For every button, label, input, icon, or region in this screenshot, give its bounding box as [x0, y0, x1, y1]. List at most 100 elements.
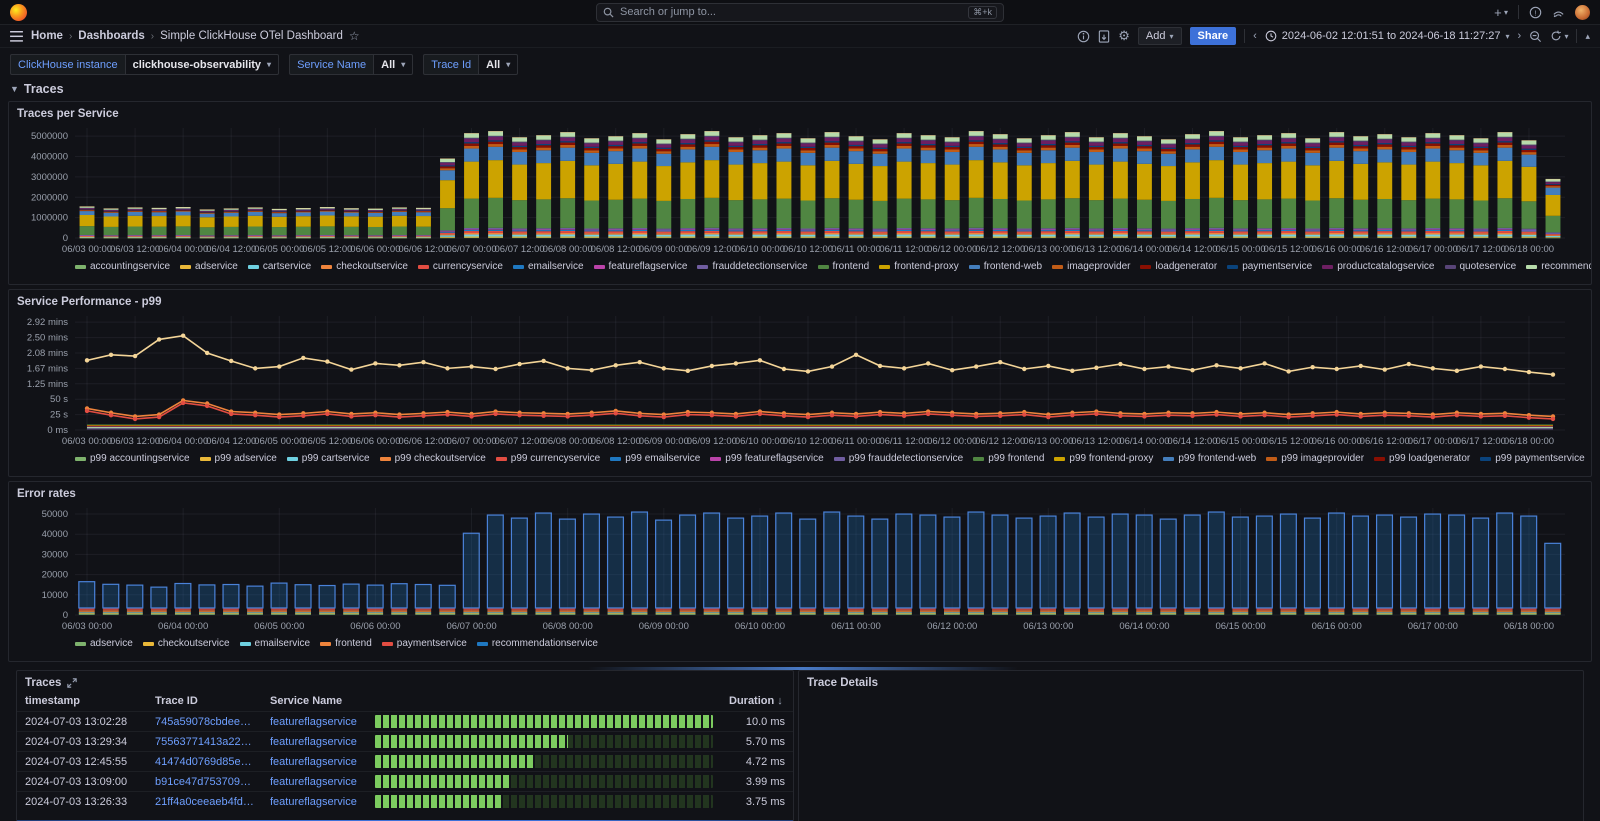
legend-item[interactable]: p99 imageprovider — [1266, 453, 1364, 464]
legend-item[interactable]: p99 frauddetectionservice — [833, 453, 963, 464]
refresh-button[interactable]: ▾ — [1550, 30, 1568, 42]
svg-text:30000: 30000 — [42, 549, 68, 560]
legend-item[interactable]: featureflagservice — [593, 261, 687, 272]
legend-item[interactable]: paymentservice — [381, 638, 467, 649]
table-row[interactable]: 2024-07-03 12:45:5541474d0769d85ee2828..… — [17, 751, 793, 772]
legend-item[interactable]: p99 featureflagservice — [710, 453, 824, 464]
row-traces-header[interactable]: ▼ Traces — [0, 79, 1600, 101]
legend-item[interactable]: p99 cartservice — [286, 453, 370, 464]
table-row[interactable]: 2024-07-03 13:02:28745a59078cbdeec39b7..… — [17, 711, 793, 732]
legend-item[interactable]: adservice — [75, 638, 133, 649]
legend-item[interactable]: p99 emailservice — [610, 453, 700, 464]
cell-trace-id[interactable]: 75563771413a22a54618... — [147, 731, 262, 752]
cell-service-name[interactable]: featureflagservice — [262, 751, 367, 772]
cell-service-name[interactable]: featureflagservice — [262, 711, 367, 732]
legend-item[interactable]: p99 checkoutservice — [379, 453, 486, 464]
time-range-picker[interactable]: 2024-06-02 12:01:51 to 2024-06-18 11:27:… — [1265, 30, 1510, 42]
svg-text:06/05 12:00: 06/05 12:00 — [302, 436, 352, 447]
cell-service-name[interactable]: featureflagservice — [262, 771, 367, 792]
favorite-star-icon[interactable]: ☆ — [348, 29, 360, 43]
svg-text:06/03 00:00: 06/03 00:00 — [62, 244, 112, 255]
legend-item[interactable]: currencyservice — [417, 261, 503, 272]
time-forward-button[interactable]: › — [1517, 30, 1522, 42]
table-row[interactable]: 2024-07-03 13:29:3475563771413a22a54618.… — [17, 731, 793, 752]
legend-item[interactable]: cartservice — [247, 261, 311, 272]
save-dashboard-icon[interactable] — [1098, 29, 1110, 43]
variable-value-dropdown[interactable]: All ▾ — [478, 54, 519, 75]
legend-item[interactable]: p99 adservice — [199, 453, 277, 464]
cell-duration-gauge — [367, 771, 721, 792]
grafana-logo[interactable] — [10, 3, 27, 21]
dashboard-variables: ClickHouse instance clickhouse-observabi… — [0, 48, 1600, 79]
svg-text:1.25 mins: 1.25 mins — [27, 379, 68, 390]
table-row[interactable]: 2024-07-03 13:26:3321ff4a0ceeaeb4fd90af0… — [17, 791, 793, 811]
legend-item[interactable]: p99 paymentservice — [1480, 453, 1585, 464]
time-back-button[interactable]: ‹ — [1253, 30, 1257, 42]
legend-item[interactable]: recommendationservice — [1526, 261, 1591, 272]
legend-item[interactable]: recommendationservice — [476, 638, 598, 649]
search-input[interactable]: Search or jump to... ⌘+k — [596, 2, 1004, 22]
cell-trace-id[interactable]: 745a59078cbdeec39b7... — [147, 711, 262, 732]
news-icon[interactable] — [1552, 6, 1565, 19]
insights-icon[interactable] — [1077, 30, 1090, 43]
panel-title[interactable]: Service Performance - p99 — [17, 296, 162, 308]
legend-item[interactable]: paymentservice — [1227, 261, 1312, 272]
cell-trace-id[interactable]: 21ff4a0ceeaeb4fd90af0... — [147, 791, 262, 811]
variable-value-dropdown[interactable]: clickhouse-observability ▾ — [124, 54, 280, 75]
cell-service-name[interactable]: featureflagservice — [262, 731, 367, 752]
table-row[interactable]: 2024-07-03 13:09:00b91ce47d753709695f1d.… — [17, 771, 793, 792]
cell-service-name[interactable]: featureflagservice — [262, 791, 367, 811]
panel-title[interactable]: Trace Details — [807, 677, 878, 689]
legend-item[interactable]: frauddetectionservice — [697, 261, 808, 272]
legend-item[interactable]: quoteservice — [1444, 261, 1516, 272]
user-avatar[interactable] — [1575, 4, 1590, 20]
cell-trace-id[interactable]: b91ce47d753709695f1d... — [147, 771, 262, 792]
legend-item[interactable]: checkoutservice — [321, 261, 408, 272]
divider — [1518, 5, 1519, 19]
expand-icon[interactable] — [67, 678, 78, 688]
zoom-out-icon[interactable] — [1529, 30, 1542, 43]
svg-text:06/07 12:00: 06/07 12:00 — [495, 436, 545, 447]
legend-item[interactable]: checkoutservice — [142, 638, 230, 649]
svg-text:06/12 12:00: 06/12 12:00 — [975, 436, 1025, 447]
cell-trace-id[interactable]: 41474d0769d85ee2828... — [147, 751, 262, 772]
legend-item[interactable]: frontend-proxy — [879, 261, 959, 272]
legend-item[interactable]: p99 frontend-web — [1163, 453, 1256, 464]
legend-item[interactable]: emailservice — [512, 261, 584, 272]
variable-value-dropdown[interactable]: All ▾ — [373, 54, 414, 75]
panel-title[interactable]: Traces — [25, 677, 62, 689]
add-menu-button[interactable]: + ▾ — [1494, 4, 1508, 20]
legend-item[interactable]: p99 loadgenerator — [1374, 453, 1470, 464]
legend-label: p99 imageprovider — [1281, 453, 1365, 464]
breadcrumb-dashboards[interactable]: Dashboards — [78, 30, 145, 42]
legend-item[interactable]: frontend — [320, 638, 372, 649]
col-header-service-name[interactable]: Service Name — [270, 695, 343, 707]
settings-gear-icon[interactable]: ⚙ — [1118, 28, 1130, 43]
breadcrumb-home[interactable]: Home — [31, 30, 63, 42]
legend-item[interactable]: imageprovider — [1052, 261, 1130, 272]
menu-icon[interactable] — [10, 30, 23, 42]
legend-item[interactable]: productcatalogservice — [1322, 261, 1435, 272]
svg-text:06/10 00:00: 06/10 00:00 — [735, 621, 785, 632]
add-button[interactable]: Add ▾ — [1137, 27, 1182, 45]
search-icon — [603, 7, 614, 18]
col-header-duration[interactable]: Duration ↓ — [729, 695, 783, 707]
legend-item[interactable]: p99 frontend-proxy — [1054, 453, 1153, 464]
legend-item[interactable]: adservice — [180, 261, 238, 272]
col-header-trace-id[interactable]: Trace ID — [155, 695, 198, 707]
legend-item[interactable]: p99 frontend — [973, 453, 1044, 464]
legend-item[interactable]: frontend-web — [968, 261, 1042, 272]
legend-item[interactable]: accountingservice — [75, 261, 170, 272]
panel-title[interactable]: Traces per Service — [17, 108, 119, 120]
collapse-toolbar-icon[interactable]: ▴ — [1585, 30, 1590, 41]
help-icon[interactable]: ! — [1529, 6, 1542, 19]
legend-item[interactable]: frontend — [817, 261, 869, 272]
svg-text:!: ! — [1534, 8, 1536, 17]
legend-item[interactable]: p99 accountingservice — [75, 453, 190, 464]
legend-item[interactable]: p99 currencyservice — [495, 453, 600, 464]
legend-item[interactable]: loadgenerator — [1140, 261, 1217, 272]
panel-title[interactable]: Error rates — [17, 488, 76, 500]
share-button[interactable]: Share — [1189, 27, 1237, 45]
legend-item[interactable]: emailservice — [239, 638, 310, 649]
col-header-timestamp[interactable]: timestamp — [25, 695, 81, 707]
